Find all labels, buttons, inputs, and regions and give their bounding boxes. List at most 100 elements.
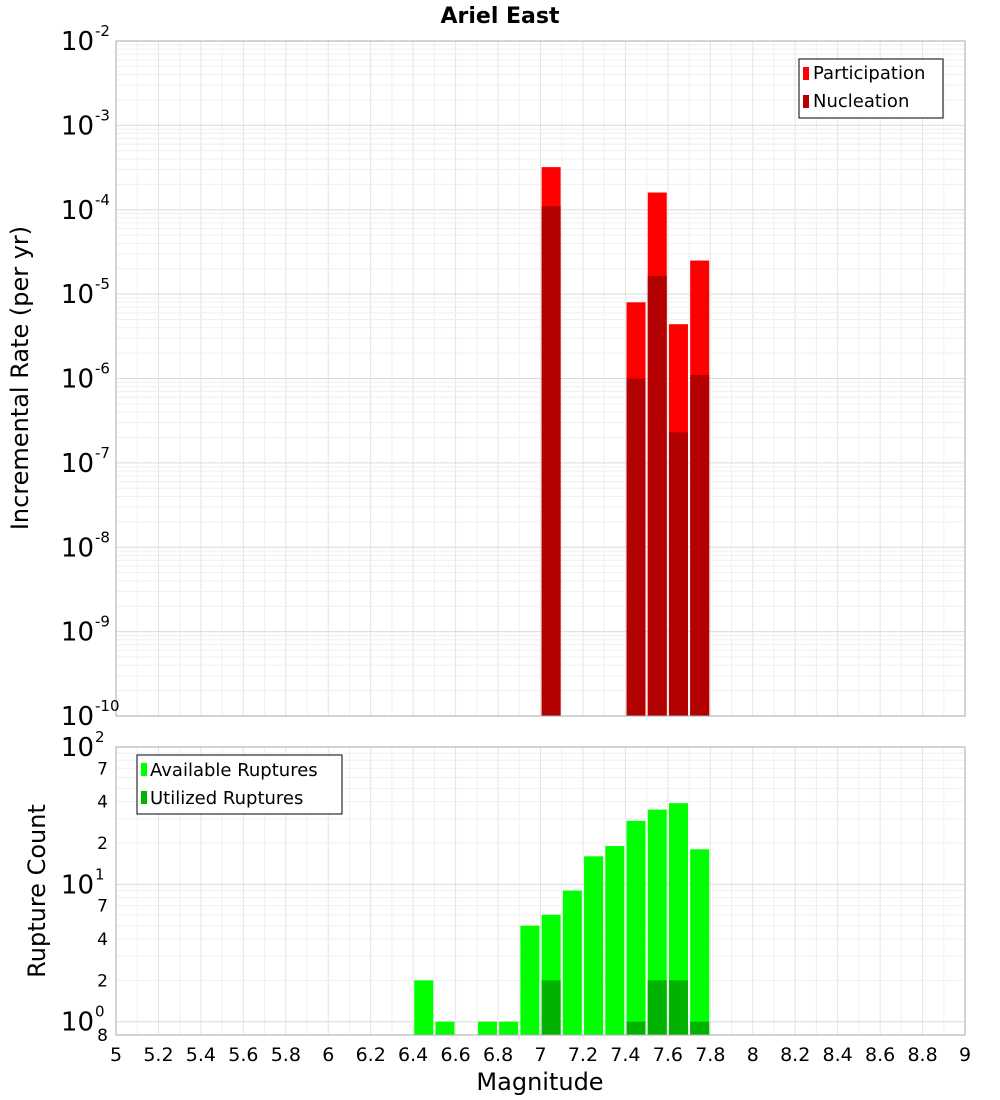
bar-available-ruptures-7-65 bbox=[668, 803, 688, 1035]
top-legend: Participation Nucleation bbox=[798, 58, 944, 119]
bar-available-ruptures-6-45 bbox=[414, 980, 434, 1035]
bottom-y-tick-label: 7 bbox=[97, 897, 108, 917]
x-tick-label: 6.4 bbox=[398, 1044, 428, 1066]
bar-available-ruptures-6-95 bbox=[520, 925, 540, 1035]
legend-swatch-utilized-ruptures bbox=[141, 791, 147, 804]
tick-exponent: -6 bbox=[95, 360, 110, 378]
x-tick-label: 7.2 bbox=[568, 1044, 598, 1066]
top-y-tick-label: 10 -5 bbox=[61, 275, 110, 310]
tick-exponent: -8 bbox=[95, 528, 110, 546]
bottom-y-axis-label: Rupture Count bbox=[23, 804, 51, 978]
tick-minor: 4 bbox=[97, 793, 108, 813]
x-tick-label: 6.2 bbox=[356, 1044, 386, 1066]
x-tick-label: 8.8 bbox=[907, 1044, 937, 1066]
top-plot-bars bbox=[541, 167, 710, 717]
tick-exponent: -2 bbox=[95, 22, 110, 40]
x-tick-label: 7.8 bbox=[695, 1044, 725, 1066]
tick-exponent: 1 bbox=[95, 865, 105, 883]
bar-available-ruptures-6-75 bbox=[477, 1021, 497, 1035]
tick-base: 10 bbox=[61, 365, 94, 395]
top-y-tick-label: 10 -9 bbox=[61, 613, 110, 648]
bar-available-ruptures-7-35 bbox=[605, 846, 625, 1035]
tick-base: 10 bbox=[61, 196, 94, 226]
tick-minor: 8 bbox=[97, 1026, 108, 1046]
tick-exponent: -9 bbox=[95, 613, 110, 631]
top-y-tick-label: 10 -4 bbox=[61, 191, 110, 226]
bottom-y-tick-label: 10 1 bbox=[61, 865, 105, 900]
tick-exponent: -10 bbox=[95, 697, 120, 715]
tick-exponent: -7 bbox=[95, 444, 110, 462]
bottom-plot-bars bbox=[414, 803, 710, 1035]
bar-available-ruptures-6-85 bbox=[499, 1021, 519, 1035]
tick-base: 10 bbox=[61, 618, 94, 648]
legend-swatch-nucleation bbox=[803, 95, 809, 108]
x-axis-label: Magnitude bbox=[476, 1068, 603, 1096]
tick-base: 10 bbox=[61, 27, 94, 57]
bar-utilized-ruptures-7-65 bbox=[668, 980, 688, 1035]
tick-base: 10 bbox=[61, 111, 94, 141]
legend-swatch-participation bbox=[803, 67, 809, 80]
tick-exponent: -4 bbox=[95, 191, 110, 209]
bar-utilized-ruptures-7-05 bbox=[541, 980, 561, 1035]
bar-available-ruptures-7-25 bbox=[584, 856, 604, 1035]
x-tick-label: 8.4 bbox=[823, 1044, 853, 1066]
bottom-y-tick-label: 10 0 bbox=[61, 1003, 105, 1038]
tick-base: 10 bbox=[61, 870, 94, 900]
tick-minor: 7 bbox=[97, 759, 108, 779]
x-tick-label: 9 bbox=[959, 1044, 971, 1066]
top-plot-gridlines bbox=[115, 41, 966, 717]
bottom-y-tick-label: 4 bbox=[97, 793, 108, 813]
legend-label-participation: Participation bbox=[813, 63, 925, 84]
x-tick-label: 5.2 bbox=[143, 1044, 173, 1066]
x-tick-label: 6.6 bbox=[440, 1044, 470, 1066]
top-y-tick-label: 10 -8 bbox=[61, 528, 110, 563]
tick-exponent: 0 bbox=[95, 1003, 105, 1021]
tick-base: 10 bbox=[61, 449, 94, 479]
tick-minor: 2 bbox=[97, 971, 108, 991]
top-legend-box bbox=[798, 58, 944, 119]
bar-available-ruptures-7-45 bbox=[626, 820, 646, 1035]
top-y-tick-label: 10 -10 bbox=[61, 697, 120, 732]
tick-minor: 4 bbox=[97, 930, 108, 950]
x-tick-label: 7.6 bbox=[653, 1044, 683, 1066]
top-plot-frame bbox=[115, 40, 966, 717]
bar-available-ruptures-7-55 bbox=[647, 809, 667, 1035]
legend-label-available-ruptures: Available Ruptures bbox=[150, 760, 318, 781]
tick-base: 10 bbox=[61, 280, 94, 310]
x-tick-label: 7 bbox=[534, 1044, 546, 1066]
bottom-y-tick-label: 2 bbox=[97, 834, 108, 854]
bar-utilized-ruptures-7-45 bbox=[626, 1021, 646, 1035]
x-tick-label: 6.8 bbox=[483, 1044, 513, 1066]
bar-nucleation-7-65 bbox=[668, 432, 688, 716]
tick-exponent: -5 bbox=[95, 275, 110, 293]
x-tick-label: 7.4 bbox=[610, 1044, 640, 1066]
bar-available-ruptures-6-55 bbox=[435, 1021, 455, 1035]
bar-utilized-ruptures-7-55 bbox=[647, 980, 667, 1035]
x-tick-label: 6 bbox=[322, 1044, 334, 1066]
x-axis-tick-labels: 5 5.2 5.4 5.6 5.8 6 6.2 6.4 6.6 6.8 7 7.2 7.4 7.6 7.8 8… bbox=[110, 1044, 971, 1066]
bottom-plot-frame bbox=[115, 746, 966, 1036]
bar-nucleation-7-05 bbox=[541, 206, 561, 716]
x-tick-label: 8.6 bbox=[865, 1044, 895, 1066]
x-tick-label: 5.6 bbox=[228, 1044, 258, 1066]
top-y-tick-label: 10 -7 bbox=[61, 444, 110, 479]
x-tick-label: 5.4 bbox=[186, 1044, 216, 1066]
x-tick-label: 5.8 bbox=[271, 1044, 301, 1066]
top-y-tick-label: 10 -3 bbox=[61, 106, 110, 141]
legend-swatch-available-ruptures bbox=[141, 763, 147, 776]
bar-nucleation-7-55 bbox=[647, 275, 667, 716]
top-y-tick-label: 10 -6 bbox=[61, 360, 110, 395]
tick-base: 10 bbox=[61, 533, 94, 563]
bar-nucleation-7-45 bbox=[626, 378, 646, 716]
bottom-y-tick-label: 4 bbox=[97, 930, 108, 950]
bottom-y-tick-label: 10 2 bbox=[61, 728, 105, 763]
x-tick-label: 8.2 bbox=[780, 1044, 810, 1066]
tick-base: 10 bbox=[61, 1008, 94, 1038]
tick-exponent: 2 bbox=[95, 728, 105, 746]
bottom-y-tick-label: 2 bbox=[97, 971, 108, 991]
top-y-axis-label: Incremental Rate (per yr) bbox=[6, 226, 34, 530]
bottom-legend: Available Ruptures Utilized Ruptures bbox=[136, 754, 343, 815]
tick-minor: 2 bbox=[97, 834, 108, 854]
